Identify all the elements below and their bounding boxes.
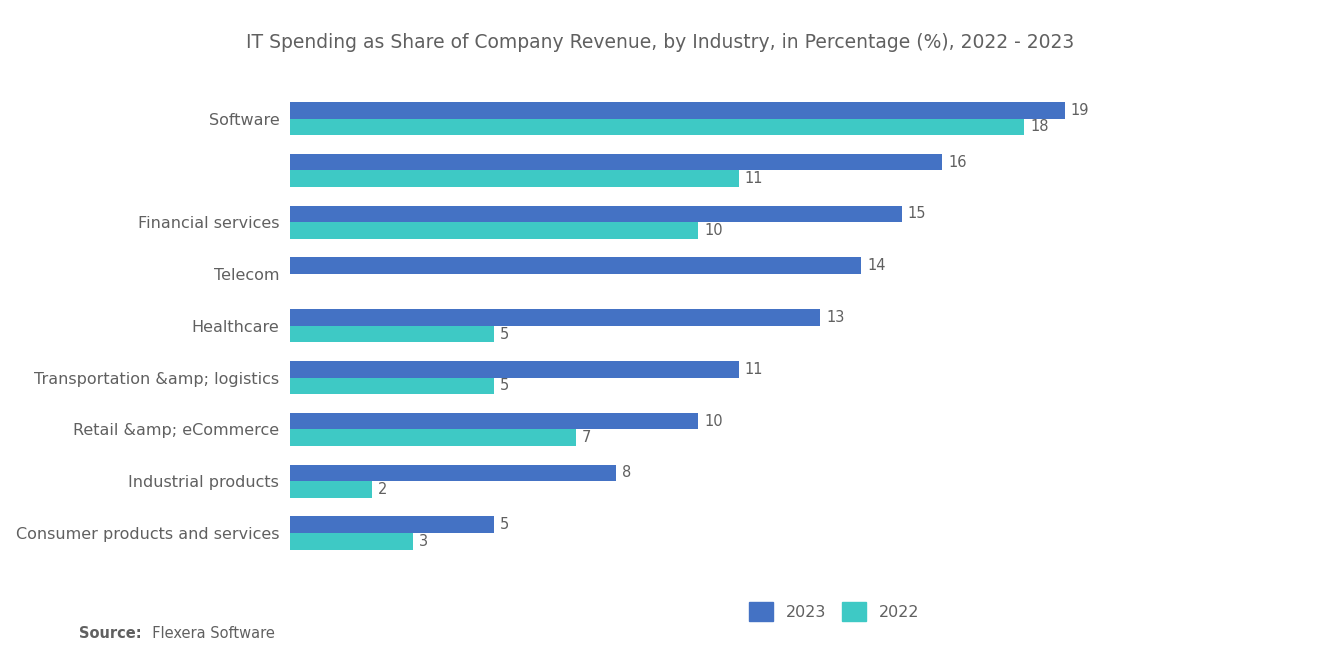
Text: 2: 2: [378, 482, 387, 497]
Bar: [290, 102, 1065, 118]
Text: 19: 19: [1071, 103, 1089, 118]
Bar: [290, 154, 942, 170]
Text: 11: 11: [744, 172, 763, 186]
Text: 8: 8: [623, 465, 632, 480]
Bar: [290, 118, 1024, 135]
Text: 5: 5: [500, 378, 510, 394]
Text: 11: 11: [744, 362, 763, 377]
Bar: [290, 413, 698, 430]
Text: 3: 3: [418, 534, 428, 549]
Bar: [290, 170, 739, 187]
Bar: [290, 465, 616, 481]
Bar: [290, 205, 902, 222]
Text: Flexera Software: Flexera Software: [143, 626, 275, 642]
Text: 5: 5: [500, 517, 510, 532]
Text: IT Spending as Share of Company Revenue, by Industry, in Percentage (%), 2022 - : IT Spending as Share of Company Revenue,…: [246, 33, 1074, 53]
Text: 10: 10: [704, 414, 722, 429]
Text: 5: 5: [500, 327, 510, 342]
Bar: [290, 533, 413, 550]
Bar: [290, 517, 494, 533]
Bar: [290, 481, 372, 498]
Text: 18: 18: [1030, 120, 1048, 134]
Legend: 2023, 2022: 2023, 2022: [742, 596, 925, 628]
Text: 15: 15: [908, 206, 927, 221]
Text: 16: 16: [949, 155, 968, 170]
Text: 7: 7: [582, 430, 591, 446]
Text: 13: 13: [826, 310, 845, 325]
Bar: [290, 222, 698, 239]
Bar: [290, 378, 494, 394]
Bar: [290, 361, 739, 378]
Text: 14: 14: [867, 258, 886, 273]
Bar: [290, 309, 820, 326]
Bar: [290, 257, 861, 274]
Text: Source:: Source:: [79, 626, 141, 642]
Text: 10: 10: [704, 223, 722, 238]
Bar: [290, 430, 576, 446]
Bar: [290, 326, 494, 342]
